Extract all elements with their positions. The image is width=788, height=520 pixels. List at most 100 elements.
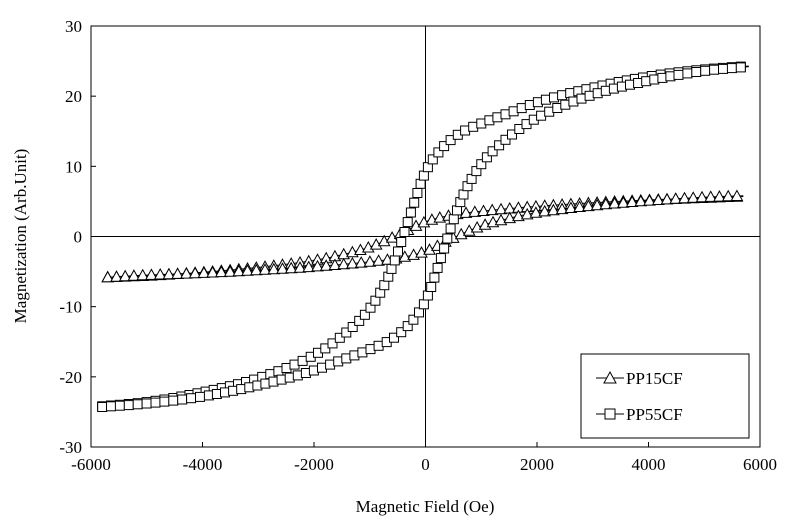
data-point-pp15cf <box>721 189 735 202</box>
data-point-pp55cf <box>402 217 413 228</box>
data-point-pp55cf <box>402 321 413 332</box>
data-point-pp55cf <box>177 394 188 405</box>
legend: PP15CF PP55CF <box>580 353 750 439</box>
data-point-pp55cf <box>673 69 684 80</box>
series-pp55cf <box>97 61 749 412</box>
legend-label-pp15cf: PP15CF <box>626 369 683 388</box>
legend-marker-pp15cf <box>603 370 617 384</box>
data-point-pp55cf <box>709 64 720 75</box>
data-point-pp15cf <box>538 204 552 217</box>
data-point-pp15cf <box>311 259 324 272</box>
data-point-pp55cf <box>114 400 125 411</box>
x-tick-label: 4000 <box>632 455 666 474</box>
data-point-pp55cf <box>415 178 426 189</box>
data-point-pp15cf <box>110 270 123 282</box>
data-point-pp15cf <box>477 204 490 216</box>
data-point-pp15cf <box>223 265 237 277</box>
data-point-pp15cf <box>145 268 158 280</box>
data-point-pp15cf <box>730 189 744 201</box>
data-point-pp15cf <box>197 266 211 278</box>
data-point-pp55cf <box>408 314 419 325</box>
data-point-pp55cf <box>442 233 453 244</box>
data-point-pp15cf <box>118 269 132 282</box>
data-point-pp15cf <box>276 262 289 274</box>
data-point-pp55cf <box>433 147 444 158</box>
y-tick-label: -20 <box>59 368 82 387</box>
data-point-pp55cf <box>132 399 143 410</box>
data-point-pp15cf <box>485 203 499 216</box>
y-tick-label: -30 <box>59 438 82 457</box>
data-point-pp55cf <box>393 246 403 257</box>
data-point-pp55cf <box>195 391 205 402</box>
data-point-pp55cf <box>334 332 345 343</box>
data-point-pp55cf <box>494 140 505 151</box>
data-point-pp15cf <box>695 190 709 203</box>
data-point-pp15cf <box>634 194 648 207</box>
data-point-pp15cf <box>258 263 272 275</box>
data-point-pp15cf <box>363 255 377 267</box>
data-point-pp55cf <box>409 197 420 208</box>
data-point-pp15cf <box>241 264 254 276</box>
y-tick-label: -10 <box>59 298 82 317</box>
data-point-pp55cf <box>123 400 134 411</box>
data-point-pp55cf <box>439 243 450 254</box>
data-point-pp15cf <box>462 224 476 236</box>
x-tick-label: 0 <box>421 455 430 474</box>
data-point-pp15cf <box>459 206 473 218</box>
data-point-pp15cf <box>494 213 508 226</box>
data-point-pp55cf <box>159 396 170 407</box>
data-point-pp55cf <box>168 395 179 406</box>
data-point-pp15cf <box>284 261 298 274</box>
data-point-pp55cf <box>700 65 711 76</box>
data-point-pp15cf <box>328 258 342 270</box>
data-point-pp15cf <box>171 267 184 279</box>
data-point-pp15cf <box>713 190 726 202</box>
data-point-pp15cf <box>643 194 656 206</box>
data-point-pp15cf <box>337 257 351 270</box>
data-point-pp15cf <box>302 260 316 273</box>
data-point-pp15cf <box>564 201 578 213</box>
y-axis-title: Magnetization (Arb.Unit) <box>11 149 30 324</box>
data-point-pp55cf <box>422 290 433 301</box>
data-point-pp55cf <box>389 332 399 343</box>
data-point-pp15cf <box>625 195 639 207</box>
data-point-pp15cf <box>372 254 385 266</box>
data-point-pp55cf <box>379 280 390 291</box>
data-point-pp15cf <box>573 200 586 212</box>
y-tick-label: 10 <box>65 157 82 176</box>
y-tick-label: 20 <box>65 87 82 106</box>
x-tick-label: -2000 <box>294 455 334 474</box>
data-point-pp55cf <box>429 272 440 283</box>
data-point-pp55cf <box>186 393 197 404</box>
data-point-pp15cf <box>599 197 613 210</box>
data-point-pp55cf <box>418 170 429 181</box>
data-point-pp15cf <box>669 192 683 204</box>
data-point-pp55cf <box>452 205 462 216</box>
data-point-pp55cf <box>354 315 365 326</box>
data-point-pp55cf <box>481 152 492 163</box>
data-point-pp55cf <box>735 62 746 73</box>
data-point-pp15cf <box>520 207 534 220</box>
data-point-pp15cf <box>180 267 193 279</box>
data-point-pp15cf <box>293 261 307 273</box>
data-point-pp55cf <box>97 402 108 412</box>
data-point-pp15cf <box>188 266 202 279</box>
data-point-pp55cf <box>458 189 469 200</box>
data-point-pp15cf <box>503 211 517 224</box>
data-point-pp55cf <box>718 63 728 74</box>
axis-ticks: -6000 -4000 -2000 0 2000 4000 6000 -30 -20 -10 0 10… <box>59 17 777 474</box>
data-point-pp15cf <box>651 193 665 205</box>
data-point-pp15cf <box>616 196 630 208</box>
data-point-pp15cf <box>249 263 263 276</box>
data-point-pp55cf <box>106 401 116 412</box>
data-point-pp15cf <box>206 265 219 278</box>
data-point-pp55cf <box>439 141 450 152</box>
data-point-pp15cf <box>369 238 383 250</box>
data-point-pp55cf <box>150 397 161 408</box>
x-tick-label: 2000 <box>520 455 554 474</box>
data-point-pp15cf <box>232 264 246 277</box>
data-point-pp15cf <box>127 269 141 281</box>
data-point-pp15cf <box>162 267 176 280</box>
data-point-pp55cf <box>691 67 702 77</box>
y-tick-label: 30 <box>65 17 82 36</box>
